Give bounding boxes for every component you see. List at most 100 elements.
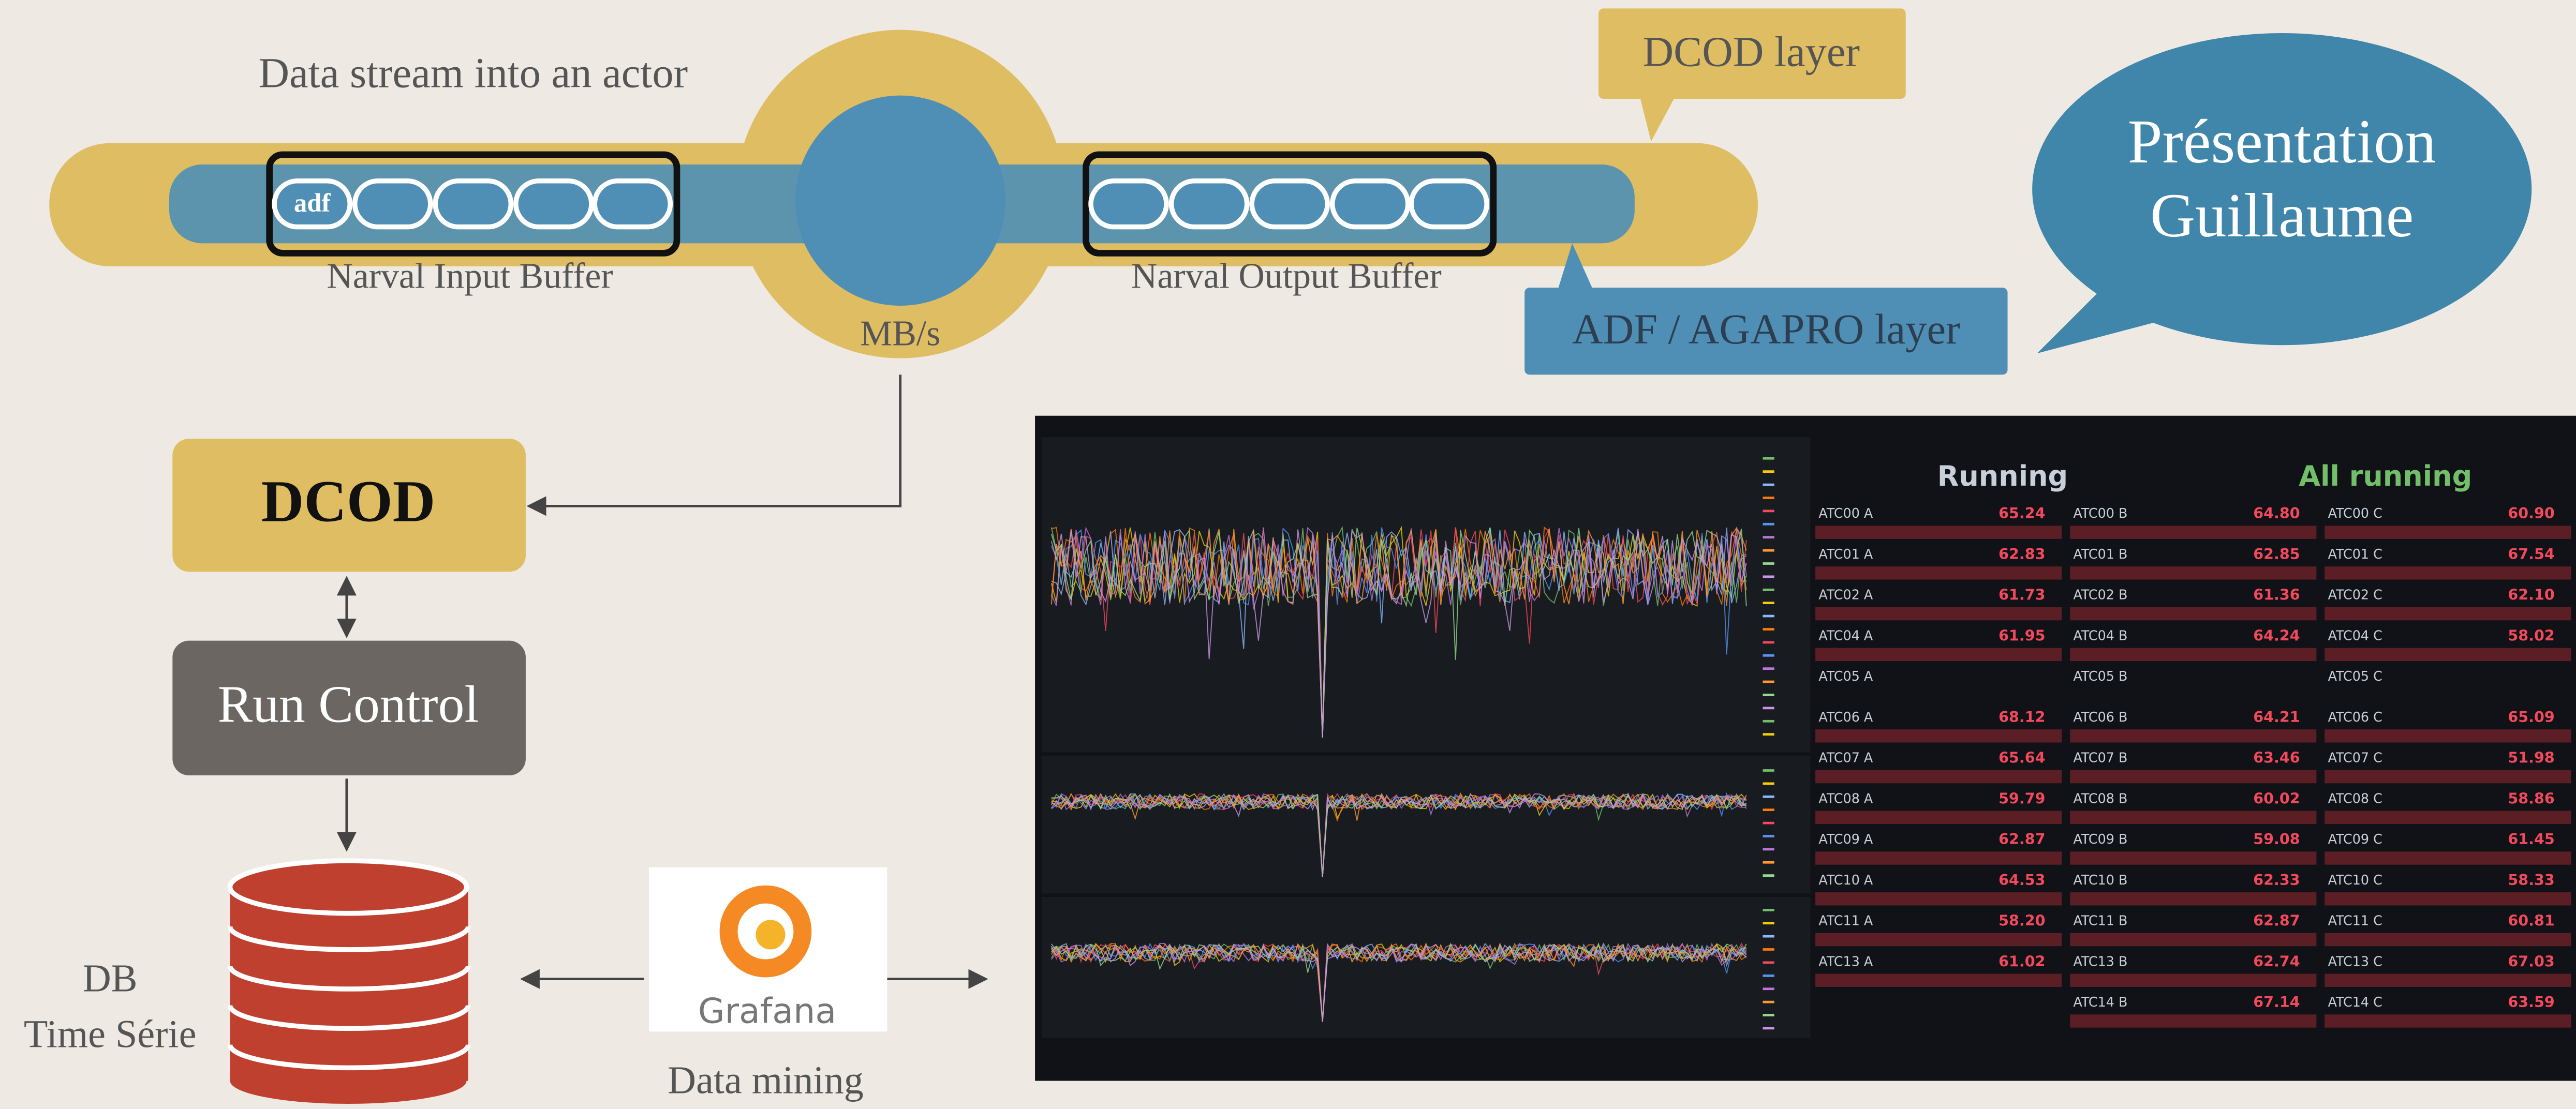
cell-sparkline (2325, 770, 2571, 783)
cell-label: ATC02 B (2074, 587, 2128, 603)
slide: MB/s Data stream into an actor adf Narva… (0, 0, 2576, 1109)
buffer-slot (435, 181, 511, 227)
cell-value: 59.79 (1998, 789, 2045, 807)
cell-sparkline (1815, 933, 2062, 946)
page: {"diagram":{"stream_label":"Data stream … (0, 0, 2576, 1109)
cell-value: 61.02 (1998, 952, 2045, 970)
cell-value: 64.21 (2253, 708, 2300, 726)
cell-sparkline (2070, 729, 2316, 742)
cell-sparkline (2325, 933, 2571, 946)
cell-value: 63.46 (2253, 749, 2300, 767)
cell-sparkline (2070, 892, 2316, 905)
cell-label: ATC05 B (2074, 668, 2128, 684)
status-all-running: All running (2299, 460, 2472, 492)
cell-value: 67.03 (2508, 952, 2554, 970)
cell-sparkline (2070, 974, 2316, 987)
cell-label: ATC07 B (2074, 750, 2128, 766)
status-running: Running (1937, 460, 2068, 492)
cell-sparkline (1815, 729, 2062, 742)
cell-value: 62.74 (2253, 952, 2300, 970)
cell-label: ATC09 A (1818, 831, 1873, 847)
cell-label: ATC13 C (2328, 953, 2382, 969)
cell-label: ATC08 B (2074, 790, 2128, 806)
cell-sparkline (2070, 811, 2316, 824)
cell-label: ATC11 A (1818, 913, 1873, 928)
cell-value: 60.90 (2508, 504, 2554, 522)
cell-label: ATC05 A (1818, 668, 1873, 684)
buffer-slot (516, 181, 591, 227)
cell-value: 64.53 (1998, 871, 2045, 889)
cell-sparkline (2070, 1014, 2316, 1027)
cell-label: ATC07 C (2328, 750, 2382, 766)
cell-value: 60.02 (2253, 789, 2300, 807)
cell-value: 65.09 (2508, 708, 2554, 726)
buffer-slot (1411, 181, 1487, 227)
cell-label: ATC08 A (1818, 790, 1873, 806)
cell-sparkline (2070, 607, 2316, 620)
cell-value: 58.02 (2508, 626, 2554, 644)
cell-label: ATC10 B (2074, 872, 2128, 888)
speech-text: Présentation (2128, 107, 2436, 176)
buffer-slot (1172, 181, 1247, 227)
output-buffer-label: Narval Output Buffer (1131, 256, 1442, 296)
cell-label: ATC06 C (2328, 709, 2382, 725)
throughput: MB/s (860, 313, 940, 353)
db-bottom (230, 1058, 466, 1104)
cell-label: ATC02 A (1818, 587, 1873, 603)
input-buffer-label: Narval Input Buffer (327, 256, 613, 296)
cell-sparkline (2070, 851, 2316, 864)
cell-sparkline (2325, 892, 2571, 905)
cell-label: ATC11 B (2074, 913, 2128, 928)
cell-label: ATC04 A (1818, 627, 1873, 643)
cell-sparkline (1815, 566, 2062, 579)
db-label: Time Série (24, 1012, 197, 1056)
actor-core (795, 96, 1005, 306)
cell-value: 62.33 (2253, 871, 2300, 889)
cell-label: ATC04 C (2328, 627, 2382, 643)
cell-label: ATC06 B (2074, 709, 2128, 725)
buffer-slot (1091, 181, 1166, 227)
cell-label: ATC01 B (2074, 546, 2128, 562)
cell-value: 63.59 (2508, 993, 2554, 1011)
cell-sparkline (2325, 607, 2571, 620)
cell-value: 67.54 (2508, 545, 2554, 563)
graph-panel (1042, 756, 1811, 894)
grafana-logo: Grafana (649, 867, 887, 1031)
buffer-slot (1333, 181, 1408, 227)
dcod-layer-label: DCOD layer (1643, 27, 1860, 75)
buffer-slot (1252, 181, 1327, 227)
graph-panel (1042, 897, 1811, 1038)
cell-value: 64.24 (2253, 626, 2300, 644)
cell-value: 58.33 (2508, 871, 2554, 889)
buffer-tag: adf (294, 188, 331, 217)
cell-value: 60.81 (2508, 912, 2554, 930)
cell-sparkline (1815, 770, 2062, 783)
cell-label: ATC00 C (2328, 505, 2382, 521)
cell-sparkline (2325, 648, 2571, 661)
cell-value: 61.36 (2253, 586, 2300, 604)
db-top (230, 861, 466, 913)
cell-sparkline (2325, 811, 2571, 824)
cell-sparkline (2070, 770, 2316, 783)
run-control-label: Run Control (217, 675, 479, 733)
cell-label: ATC06 A (1818, 709, 1873, 725)
cell-label: ATC02 C (2328, 587, 2382, 603)
cell-label: ATC13 B (2074, 953, 2128, 969)
cell-sparkline (2070, 933, 2316, 946)
cell-value: 67.14 (2253, 993, 2300, 1011)
cell-sparkline (1815, 811, 2062, 824)
cell-value: 62.85 (2253, 545, 2300, 563)
cell-sparkline (1815, 607, 2062, 620)
cell-label: ATC01 C (2328, 546, 2382, 562)
cell-label: ATC07 A (1818, 750, 1873, 766)
stream-label: Data stream into an actor (259, 49, 688, 97)
cell-sparkline (1815, 526, 2062, 538)
cell-label: ATC09 C (2328, 831, 2382, 847)
cell-sparkline (2325, 851, 2571, 864)
cell-value: 58.86 (2508, 789, 2554, 807)
database-icon (230, 861, 468, 1104)
data-mining-label: Data mining (668, 1058, 864, 1102)
cell-sparkline (1815, 892, 2062, 905)
logo-core (756, 920, 785, 949)
